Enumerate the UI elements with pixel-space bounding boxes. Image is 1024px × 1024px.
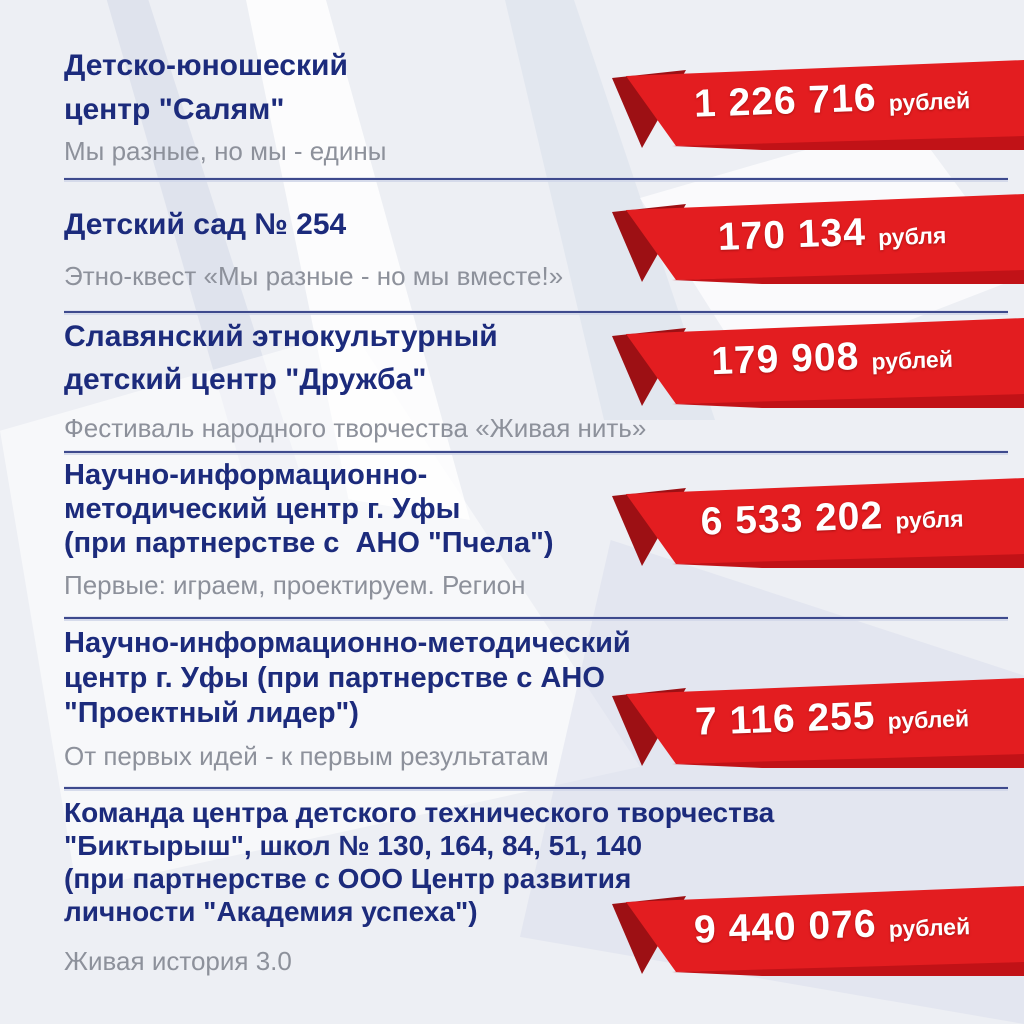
amount-ribbon: 170 134 рубля xyxy=(612,192,1024,286)
organization-name: Научно-информационно-методический центр г… xyxy=(64,626,894,731)
project-name: Мы разные, но мы - едины xyxy=(64,136,387,166)
ribbon-shape xyxy=(612,886,1024,976)
separator-line xyxy=(64,178,1008,180)
ribbon-shape xyxy=(612,478,1024,568)
entry-text-block: Научно-информационно-методический центр г… xyxy=(64,626,894,773)
entry-text-block: Славянский этнокультурный детский центр "… xyxy=(64,315,894,445)
organization-name-line: Детско-юношеский xyxy=(64,49,348,82)
entry-text-block: Детский сад № 254 Этно-квест «Мы разные … xyxy=(64,203,894,293)
organization-name-line: (при партнерстве с АНО "Пчела") xyxy=(64,527,554,559)
amount-text: 9 440 076 рублей xyxy=(645,888,1019,965)
organization-name-line: "Биктырыш", школ № 130, 164, 84, 51, 140 xyxy=(64,830,643,861)
organization-name-line: методический центр г. Уфы xyxy=(64,493,461,525)
project-name: Фестиваль народного творчества «Живая ни… xyxy=(64,413,647,443)
amount-currency: рублей xyxy=(888,912,971,942)
separator-line xyxy=(64,451,1008,453)
amount-ribbon: 179 908 рублей xyxy=(612,316,1024,410)
entry-text-block: Детско-юношеский центр "Салям" Мы разные,… xyxy=(64,44,894,168)
project-name: Живая история 3.0 xyxy=(64,946,292,976)
entry-text-block: Научно-информационно-методический центр … xyxy=(64,458,894,602)
organization-name-line: детский центр "Дружба" xyxy=(64,363,427,396)
organization-name-line: Научно-информационно- xyxy=(64,459,428,491)
separator-line xyxy=(64,617,1008,619)
organization-name-line: Детский сад № 254 xyxy=(64,208,347,241)
organization-name: Детско-юношеский центр "Салям" xyxy=(64,44,894,132)
organization-name-line: личности "Академия успеха") xyxy=(64,896,478,927)
ribbon-shape xyxy=(612,60,1024,150)
organization-name-line: "Проектный лидер") xyxy=(64,697,359,729)
project-name: Первые: играем, проектируем. Регион xyxy=(64,570,526,600)
organization-name: Детский сад № 254 xyxy=(64,203,894,247)
organization-name-line: Команда центра детского технического тво… xyxy=(64,797,775,828)
amount-ribbon: 9 440 076 рублей xyxy=(612,884,1024,978)
organization-name-line: Славянский этнокультурный xyxy=(64,320,498,353)
project-name: Этно-квест «Мы разные - но мы вместе!» xyxy=(64,261,564,291)
organization-name-line: Научно-информационно-методический xyxy=(64,627,631,659)
amount-value: 9 440 076 xyxy=(693,902,878,952)
organization-name: Научно-информационно-методический центр … xyxy=(64,458,894,560)
ribbon-shape xyxy=(612,678,1024,768)
organization-name-line: центр "Салям" xyxy=(64,93,285,126)
organization-name: Команда центра детского технического тво… xyxy=(64,796,894,928)
ribbon-shape xyxy=(612,318,1024,408)
organization-name-line: центр г. Уфы (при партнерстве с АНО xyxy=(64,662,605,694)
amount-ribbon: 1 226 716 рублей xyxy=(612,58,1024,152)
project-name: От первых идей - к первым результатам xyxy=(64,741,549,771)
organization-name-line: (при партнерстве с ООО Центр развития xyxy=(64,863,632,894)
amount-ribbon: 7 116 255 рублей xyxy=(612,676,1024,770)
entry-text-block: Команда центра детского технического тво… xyxy=(64,796,894,978)
ribbon-shape xyxy=(612,194,1024,284)
amount-ribbon: 6 533 202 рубля xyxy=(612,476,1024,570)
separator-line xyxy=(64,787,1008,789)
separator-line xyxy=(64,311,1008,313)
organization-name: Славянский этнокультурный детский центр "… xyxy=(64,315,894,401)
